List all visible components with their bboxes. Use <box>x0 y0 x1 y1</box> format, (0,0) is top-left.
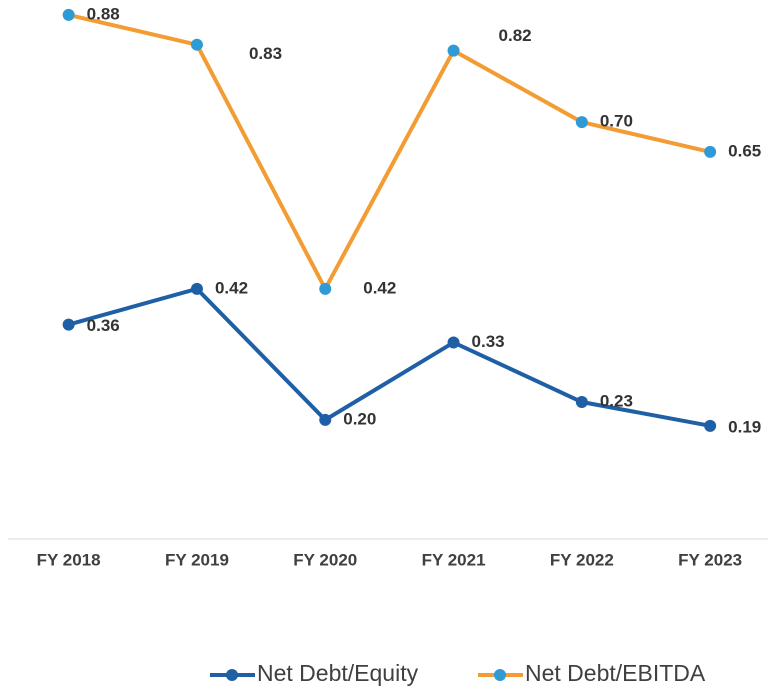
legend-marker <box>226 669 238 681</box>
x-tick-label: FY 2023 <box>678 550 742 569</box>
data-label: 0.70 <box>600 112 633 131</box>
legend-label: Net Debt/Equity <box>257 660 419 686</box>
data-label: 0.20 <box>343 409 376 428</box>
point <box>190 38 203 51</box>
x-tick-label: FY 2018 <box>37 550 101 569</box>
data-label: 0.42 <box>363 278 396 297</box>
series-line <box>68 12 711 294</box>
data-label: 0.42 <box>215 278 248 297</box>
series-line <box>68 286 711 428</box>
data-label: 0.65 <box>728 141 761 160</box>
data-label: 0.82 <box>499 26 532 45</box>
point <box>319 413 332 426</box>
point <box>704 145 717 158</box>
point <box>447 336 460 349</box>
data-label: 0.36 <box>87 316 120 335</box>
x-tick-label: FY 2022 <box>550 550 614 569</box>
x-tick-label: FY 2021 <box>422 550 486 569</box>
legend-label: Net Debt/EBITDA <box>525 660 706 686</box>
point <box>704 419 717 432</box>
data-label: 0.83 <box>249 44 282 63</box>
legend-marker <box>494 669 506 681</box>
point <box>319 282 332 295</box>
x-tick-label: FY 2020 <box>293 550 357 569</box>
data-label: 0.19 <box>728 417 761 436</box>
data-label: 0.88 <box>87 4 120 23</box>
data-label: 0.23 <box>600 392 633 411</box>
point <box>190 282 203 295</box>
point <box>575 116 588 129</box>
point <box>62 8 75 21</box>
data-label: 0.33 <box>472 332 505 351</box>
point <box>575 396 588 409</box>
point <box>62 318 75 331</box>
point <box>447 44 460 57</box>
x-tick-label: FY 2019 <box>165 550 229 569</box>
